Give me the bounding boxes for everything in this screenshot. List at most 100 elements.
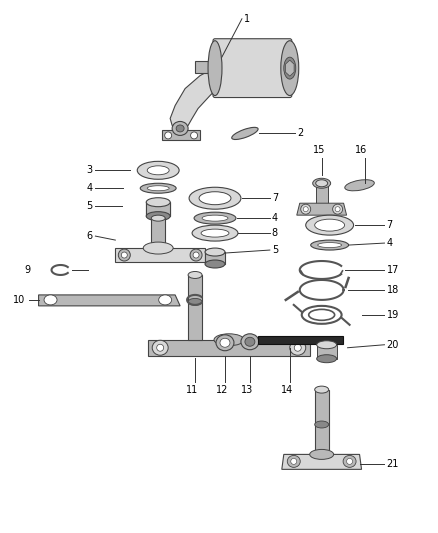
Ellipse shape (294, 344, 301, 351)
Text: 10: 10 (14, 295, 25, 305)
Ellipse shape (205, 248, 225, 256)
Polygon shape (316, 183, 328, 205)
Text: 5: 5 (86, 201, 92, 211)
Ellipse shape (343, 455, 356, 467)
Ellipse shape (190, 249, 202, 261)
Ellipse shape (202, 215, 228, 221)
Ellipse shape (147, 186, 169, 191)
Text: 16: 16 (355, 146, 367, 155)
Ellipse shape (314, 386, 328, 393)
Ellipse shape (205, 260, 225, 268)
Polygon shape (39, 295, 180, 306)
Ellipse shape (281, 41, 299, 95)
Ellipse shape (316, 180, 328, 187)
Text: 5: 5 (272, 245, 278, 255)
Text: 3: 3 (86, 165, 92, 175)
Text: 1: 1 (244, 14, 250, 24)
Text: 19: 19 (386, 310, 399, 320)
Ellipse shape (287, 455, 300, 467)
Text: 8: 8 (272, 228, 278, 238)
Ellipse shape (310, 449, 334, 459)
Polygon shape (148, 340, 310, 356)
Ellipse shape (208, 41, 222, 95)
Ellipse shape (306, 215, 353, 235)
Ellipse shape (311, 240, 349, 250)
Text: 2: 2 (298, 128, 304, 139)
Polygon shape (258, 336, 343, 344)
Ellipse shape (121, 252, 127, 258)
Text: 20: 20 (386, 340, 399, 350)
Polygon shape (286, 60, 294, 76)
Polygon shape (317, 345, 337, 359)
Ellipse shape (345, 180, 374, 191)
Ellipse shape (317, 341, 337, 349)
Ellipse shape (193, 252, 199, 258)
Ellipse shape (318, 243, 342, 247)
Polygon shape (115, 248, 205, 262)
Ellipse shape (146, 198, 170, 207)
Polygon shape (314, 390, 328, 455)
Ellipse shape (189, 187, 241, 209)
Ellipse shape (245, 337, 255, 346)
Ellipse shape (140, 183, 176, 193)
Ellipse shape (314, 421, 328, 428)
Ellipse shape (291, 458, 297, 464)
Ellipse shape (151, 252, 165, 258)
Ellipse shape (216, 335, 234, 351)
Ellipse shape (146, 212, 170, 221)
Ellipse shape (159, 295, 172, 305)
Text: 12: 12 (216, 385, 228, 394)
Polygon shape (151, 218, 165, 255)
Ellipse shape (201, 229, 229, 237)
Text: 11: 11 (186, 385, 198, 394)
Text: 7: 7 (386, 220, 393, 230)
Text: 15: 15 (312, 146, 325, 155)
Ellipse shape (301, 204, 311, 214)
Text: 18: 18 (386, 285, 399, 295)
Polygon shape (146, 202, 170, 216)
Ellipse shape (232, 127, 258, 140)
Text: 6: 6 (86, 231, 92, 241)
Ellipse shape (303, 207, 308, 212)
Text: 4: 4 (386, 238, 392, 248)
Ellipse shape (176, 125, 184, 132)
Text: 14: 14 (281, 385, 293, 394)
Polygon shape (170, 68, 220, 128)
Ellipse shape (188, 271, 202, 278)
Ellipse shape (313, 178, 331, 188)
Ellipse shape (314, 219, 345, 231)
Ellipse shape (165, 132, 172, 139)
Ellipse shape (214, 334, 244, 346)
Ellipse shape (152, 340, 168, 355)
Text: 4: 4 (86, 183, 92, 193)
Ellipse shape (332, 204, 343, 214)
Text: 21: 21 (386, 459, 399, 470)
Polygon shape (282, 455, 361, 470)
Ellipse shape (188, 298, 202, 305)
Polygon shape (195, 61, 220, 72)
Ellipse shape (290, 340, 306, 355)
Ellipse shape (220, 338, 230, 347)
Ellipse shape (284, 57, 296, 79)
Ellipse shape (137, 161, 179, 179)
Ellipse shape (118, 249, 130, 261)
Ellipse shape (241, 334, 259, 350)
Text: 4: 4 (272, 213, 278, 223)
Ellipse shape (317, 355, 337, 362)
Ellipse shape (157, 344, 164, 351)
Polygon shape (297, 203, 346, 215)
Ellipse shape (192, 225, 238, 241)
Text: 9: 9 (25, 265, 31, 275)
Ellipse shape (44, 295, 57, 305)
Polygon shape (162, 131, 200, 140)
Ellipse shape (191, 132, 198, 139)
FancyBboxPatch shape (213, 39, 292, 98)
Ellipse shape (346, 458, 353, 464)
Ellipse shape (335, 207, 340, 212)
Text: 13: 13 (241, 385, 253, 394)
Ellipse shape (194, 212, 236, 224)
Ellipse shape (151, 215, 165, 221)
Ellipse shape (147, 166, 169, 175)
Ellipse shape (172, 122, 188, 135)
Ellipse shape (143, 242, 173, 254)
